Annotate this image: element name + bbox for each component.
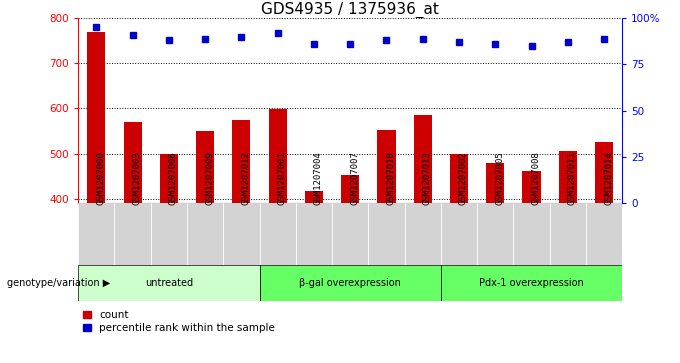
Bar [87, 32, 105, 203]
Bar [559, 151, 577, 203]
Title: GDS4935 / 1375936_at: GDS4935 / 1375936_at [261, 2, 439, 18]
Bar [595, 142, 613, 203]
Text: GSM1207005: GSM1207005 [495, 151, 505, 205]
Text: GSM1207000: GSM1207000 [97, 151, 105, 205]
Bar [450, 154, 468, 203]
Text: GSM1207001: GSM1207001 [277, 151, 287, 205]
Text: GSM1207014: GSM1207014 [604, 151, 613, 205]
Bar [124, 122, 141, 203]
Bar [477, 203, 513, 265]
Bar [441, 203, 477, 265]
Text: GSM1207013: GSM1207013 [423, 151, 432, 205]
Bar [413, 115, 432, 203]
Text: GSM1207003: GSM1207003 [133, 151, 141, 205]
Bar [160, 154, 178, 203]
Text: untreated: untreated [145, 278, 193, 288]
Bar [405, 203, 441, 265]
Bar [513, 203, 549, 265]
Bar [260, 265, 441, 301]
Bar [223, 203, 260, 265]
Text: GSM1207008: GSM1207008 [532, 151, 541, 205]
Bar [522, 171, 541, 203]
Text: Pdx-1 overexpression: Pdx-1 overexpression [479, 278, 584, 288]
Bar [151, 203, 187, 265]
Text: genotype/variation ▶: genotype/variation ▶ [7, 278, 110, 288]
Bar [296, 203, 332, 265]
Bar [269, 109, 287, 203]
Legend: count, percentile rank within the sample: count, percentile rank within the sample [84, 310, 275, 333]
Bar [260, 203, 296, 265]
Bar [332, 203, 369, 265]
Bar [187, 203, 223, 265]
Text: GSM1207011: GSM1207011 [568, 151, 577, 205]
Bar [78, 265, 260, 301]
Bar [377, 130, 396, 203]
Text: GSM1207002: GSM1207002 [459, 151, 468, 205]
Text: GSM1207007: GSM1207007 [350, 151, 359, 205]
Text: GSM1207009: GSM1207009 [205, 151, 214, 205]
Bar [441, 265, 622, 301]
Bar [486, 163, 505, 203]
Bar [341, 175, 359, 203]
Bar [78, 203, 114, 265]
Text: GSM1207012: GSM1207012 [241, 151, 250, 205]
Text: GSM1207010: GSM1207010 [386, 151, 396, 205]
Bar [305, 191, 323, 203]
Bar [233, 120, 250, 203]
Bar [114, 203, 151, 265]
Bar [586, 203, 622, 265]
Bar [549, 203, 586, 265]
Text: GSM1207006: GSM1207006 [169, 151, 178, 205]
Text: GSM1207004: GSM1207004 [314, 151, 323, 205]
Text: β-gal overexpression: β-gal overexpression [299, 278, 401, 288]
Bar [369, 203, 405, 265]
Bar [196, 131, 214, 203]
